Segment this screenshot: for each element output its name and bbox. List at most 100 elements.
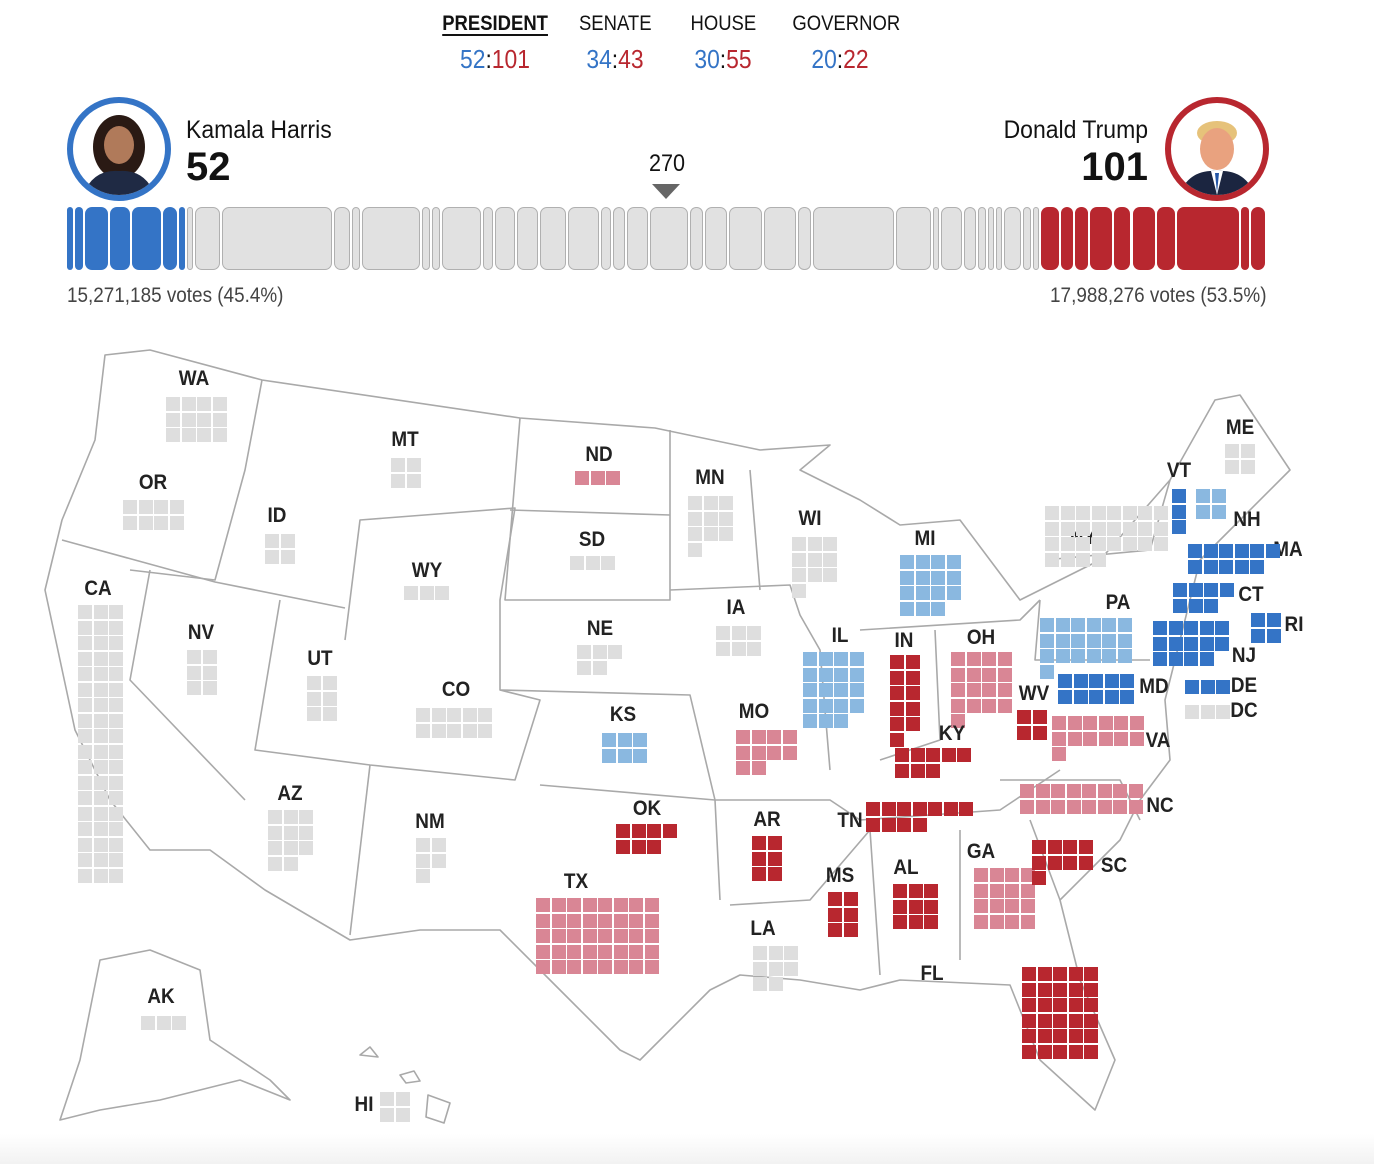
bar-segment-oh[interactable] xyxy=(896,207,932,270)
electoral-vote-tile xyxy=(931,601,945,616)
bar-segment-ia[interactable] xyxy=(798,207,811,270)
electoral-vote-tile xyxy=(951,698,965,713)
bar-segment-tx[interactable] xyxy=(812,207,895,270)
bar-segment-sd[interactable] xyxy=(988,207,995,270)
electoral-vote-tile xyxy=(419,586,434,600)
bar-segment-or[interactable] xyxy=(333,207,351,270)
bar-segment-ct[interactable] xyxy=(162,207,177,270)
electoral-vote-tile xyxy=(1047,840,1062,854)
bar-segment-nj[interactable] xyxy=(132,207,161,270)
electoral-vote-tile xyxy=(982,698,996,713)
electoral-vote-tile xyxy=(1058,689,1072,704)
state-label: CO xyxy=(441,678,471,701)
electoral-vote-tile xyxy=(1199,621,1214,635)
bar-segment-tn[interactable] xyxy=(1132,207,1155,270)
electoral-vote-tile xyxy=(1128,784,1143,798)
electoral-vote-tile xyxy=(551,913,566,928)
electoral-vote-tile xyxy=(893,899,907,914)
electoral-vote-tile xyxy=(915,601,930,616)
bar-segment-ok[interactable] xyxy=(1250,207,1265,270)
bar-segment-ri[interactable] xyxy=(75,207,84,270)
bar-segment-il[interactable] xyxy=(441,207,481,270)
electoral-vote-tile xyxy=(716,641,730,656)
bar-segment-nm[interactable] xyxy=(482,207,493,270)
state-label: VT xyxy=(1166,459,1192,482)
electoral-vote-tile xyxy=(1102,618,1116,632)
bar-segment-ny[interactable] xyxy=(362,207,420,270)
electoral-vote-tile xyxy=(1184,636,1198,651)
separator: : xyxy=(719,44,727,74)
bar-segment-me[interactable] xyxy=(421,207,430,270)
electoral-vote-tile xyxy=(1047,855,1062,870)
electoral-vote-tile xyxy=(828,923,842,937)
bar-segment-mo[interactable] xyxy=(941,207,962,270)
electoral-vote-tile xyxy=(431,708,446,722)
tab-governor[interactable]: GOVERNOR 20:22 xyxy=(785,12,900,75)
electoral-vote-tile xyxy=(93,837,108,852)
bar-segment-mn[interactable] xyxy=(494,207,516,270)
bar-segment-ma[interactable] xyxy=(85,207,108,270)
bar-segment-wv[interactable] xyxy=(1240,207,1249,270)
electoral-vote-tile xyxy=(551,944,566,959)
tab-senate[interactable]: SENATE 34:43 xyxy=(570,12,660,75)
electoral-vote-tile xyxy=(644,929,659,943)
bar-segment-de[interactable] xyxy=(179,207,186,270)
tab-president[interactable]: PRESIDENT 52:101 xyxy=(430,12,560,75)
bar-segment-nh[interactable] xyxy=(431,207,440,270)
bar-segment-ne[interactable] xyxy=(600,207,612,270)
electoral-vote-tile xyxy=(1037,998,1052,1012)
bar-segment-mt[interactable] xyxy=(977,207,986,270)
bar-segment-nv[interactable] xyxy=(613,207,626,270)
electoral-vote-tile xyxy=(93,806,108,821)
electoral-vote-tile xyxy=(1078,855,1093,870)
bar-segment-wi[interactable] xyxy=(627,207,648,270)
electoral-vote-tile xyxy=(1040,664,1054,679)
bar-segment-va[interactable] xyxy=(539,207,567,270)
electoral-vote-tile xyxy=(881,802,896,816)
electoral-vote-tile xyxy=(1173,598,1187,613)
state-label: IA xyxy=(726,596,746,619)
bar-segment-id[interactable] xyxy=(1022,207,1031,270)
electoral-vote-tile xyxy=(893,915,907,929)
bar-segment-ga[interactable] xyxy=(729,207,762,270)
bar-segment-az[interactable] xyxy=(704,207,728,270)
bar-segment-nd[interactable] xyxy=(996,207,1003,270)
electoral-vote-tile xyxy=(1138,506,1152,520)
bar-segment-in[interactable] xyxy=(1089,207,1113,270)
bar-segment-ar[interactable] xyxy=(1075,207,1088,270)
bar-segment-md[interactable] xyxy=(109,207,131,270)
bar-segment-co[interactable] xyxy=(517,207,538,270)
bar-segment-ca[interactable] xyxy=(221,207,332,270)
bar-segment-dc[interactable] xyxy=(187,207,194,270)
electoral-vote-tile xyxy=(647,839,661,854)
bar-segment-wa[interactable] xyxy=(195,207,220,270)
electoral-vote-tile xyxy=(751,761,766,775)
bar-segment-ms[interactable] xyxy=(1061,207,1074,270)
bar-segment-ky[interactable] xyxy=(1114,207,1131,270)
bar-segment-ks[interactable] xyxy=(690,207,703,270)
electoral-vote-tile xyxy=(1188,544,1202,558)
electoral-vote-tile xyxy=(181,412,196,427)
electoral-vote-tile xyxy=(1005,868,1019,882)
electoral-vote-tile xyxy=(567,913,581,928)
electoral-vote-tile xyxy=(1219,583,1234,597)
bar-segment-ut[interactable] xyxy=(963,207,976,270)
bar-segment-sc[interactable] xyxy=(1040,207,1060,270)
state-label: HI xyxy=(354,1093,374,1116)
tab-house[interactable]: HOUSE 30:55 xyxy=(678,12,768,75)
bar-segment-al[interactable] xyxy=(1156,207,1176,270)
bar-segment-vt[interactable] xyxy=(67,207,74,270)
electoral-vote-tile xyxy=(613,960,628,974)
bar-segment-wy[interactable] xyxy=(1032,207,1039,270)
state-label: SD xyxy=(578,528,606,551)
bar-segment-pa[interactable] xyxy=(649,207,689,270)
bar-segment-hi[interactable] xyxy=(352,207,361,270)
electoral-vote-tile xyxy=(767,836,782,850)
bar-segment-la[interactable] xyxy=(1004,207,1021,270)
bar-segment-mi[interactable] xyxy=(568,207,599,270)
bar-segment-nc[interactable] xyxy=(763,207,797,270)
bar-segment-ak[interactable] xyxy=(933,207,940,270)
bar-segment-fl[interactable] xyxy=(1177,207,1239,270)
electoral-vote-tile xyxy=(719,496,733,510)
electoral-vote-tile xyxy=(608,645,622,659)
